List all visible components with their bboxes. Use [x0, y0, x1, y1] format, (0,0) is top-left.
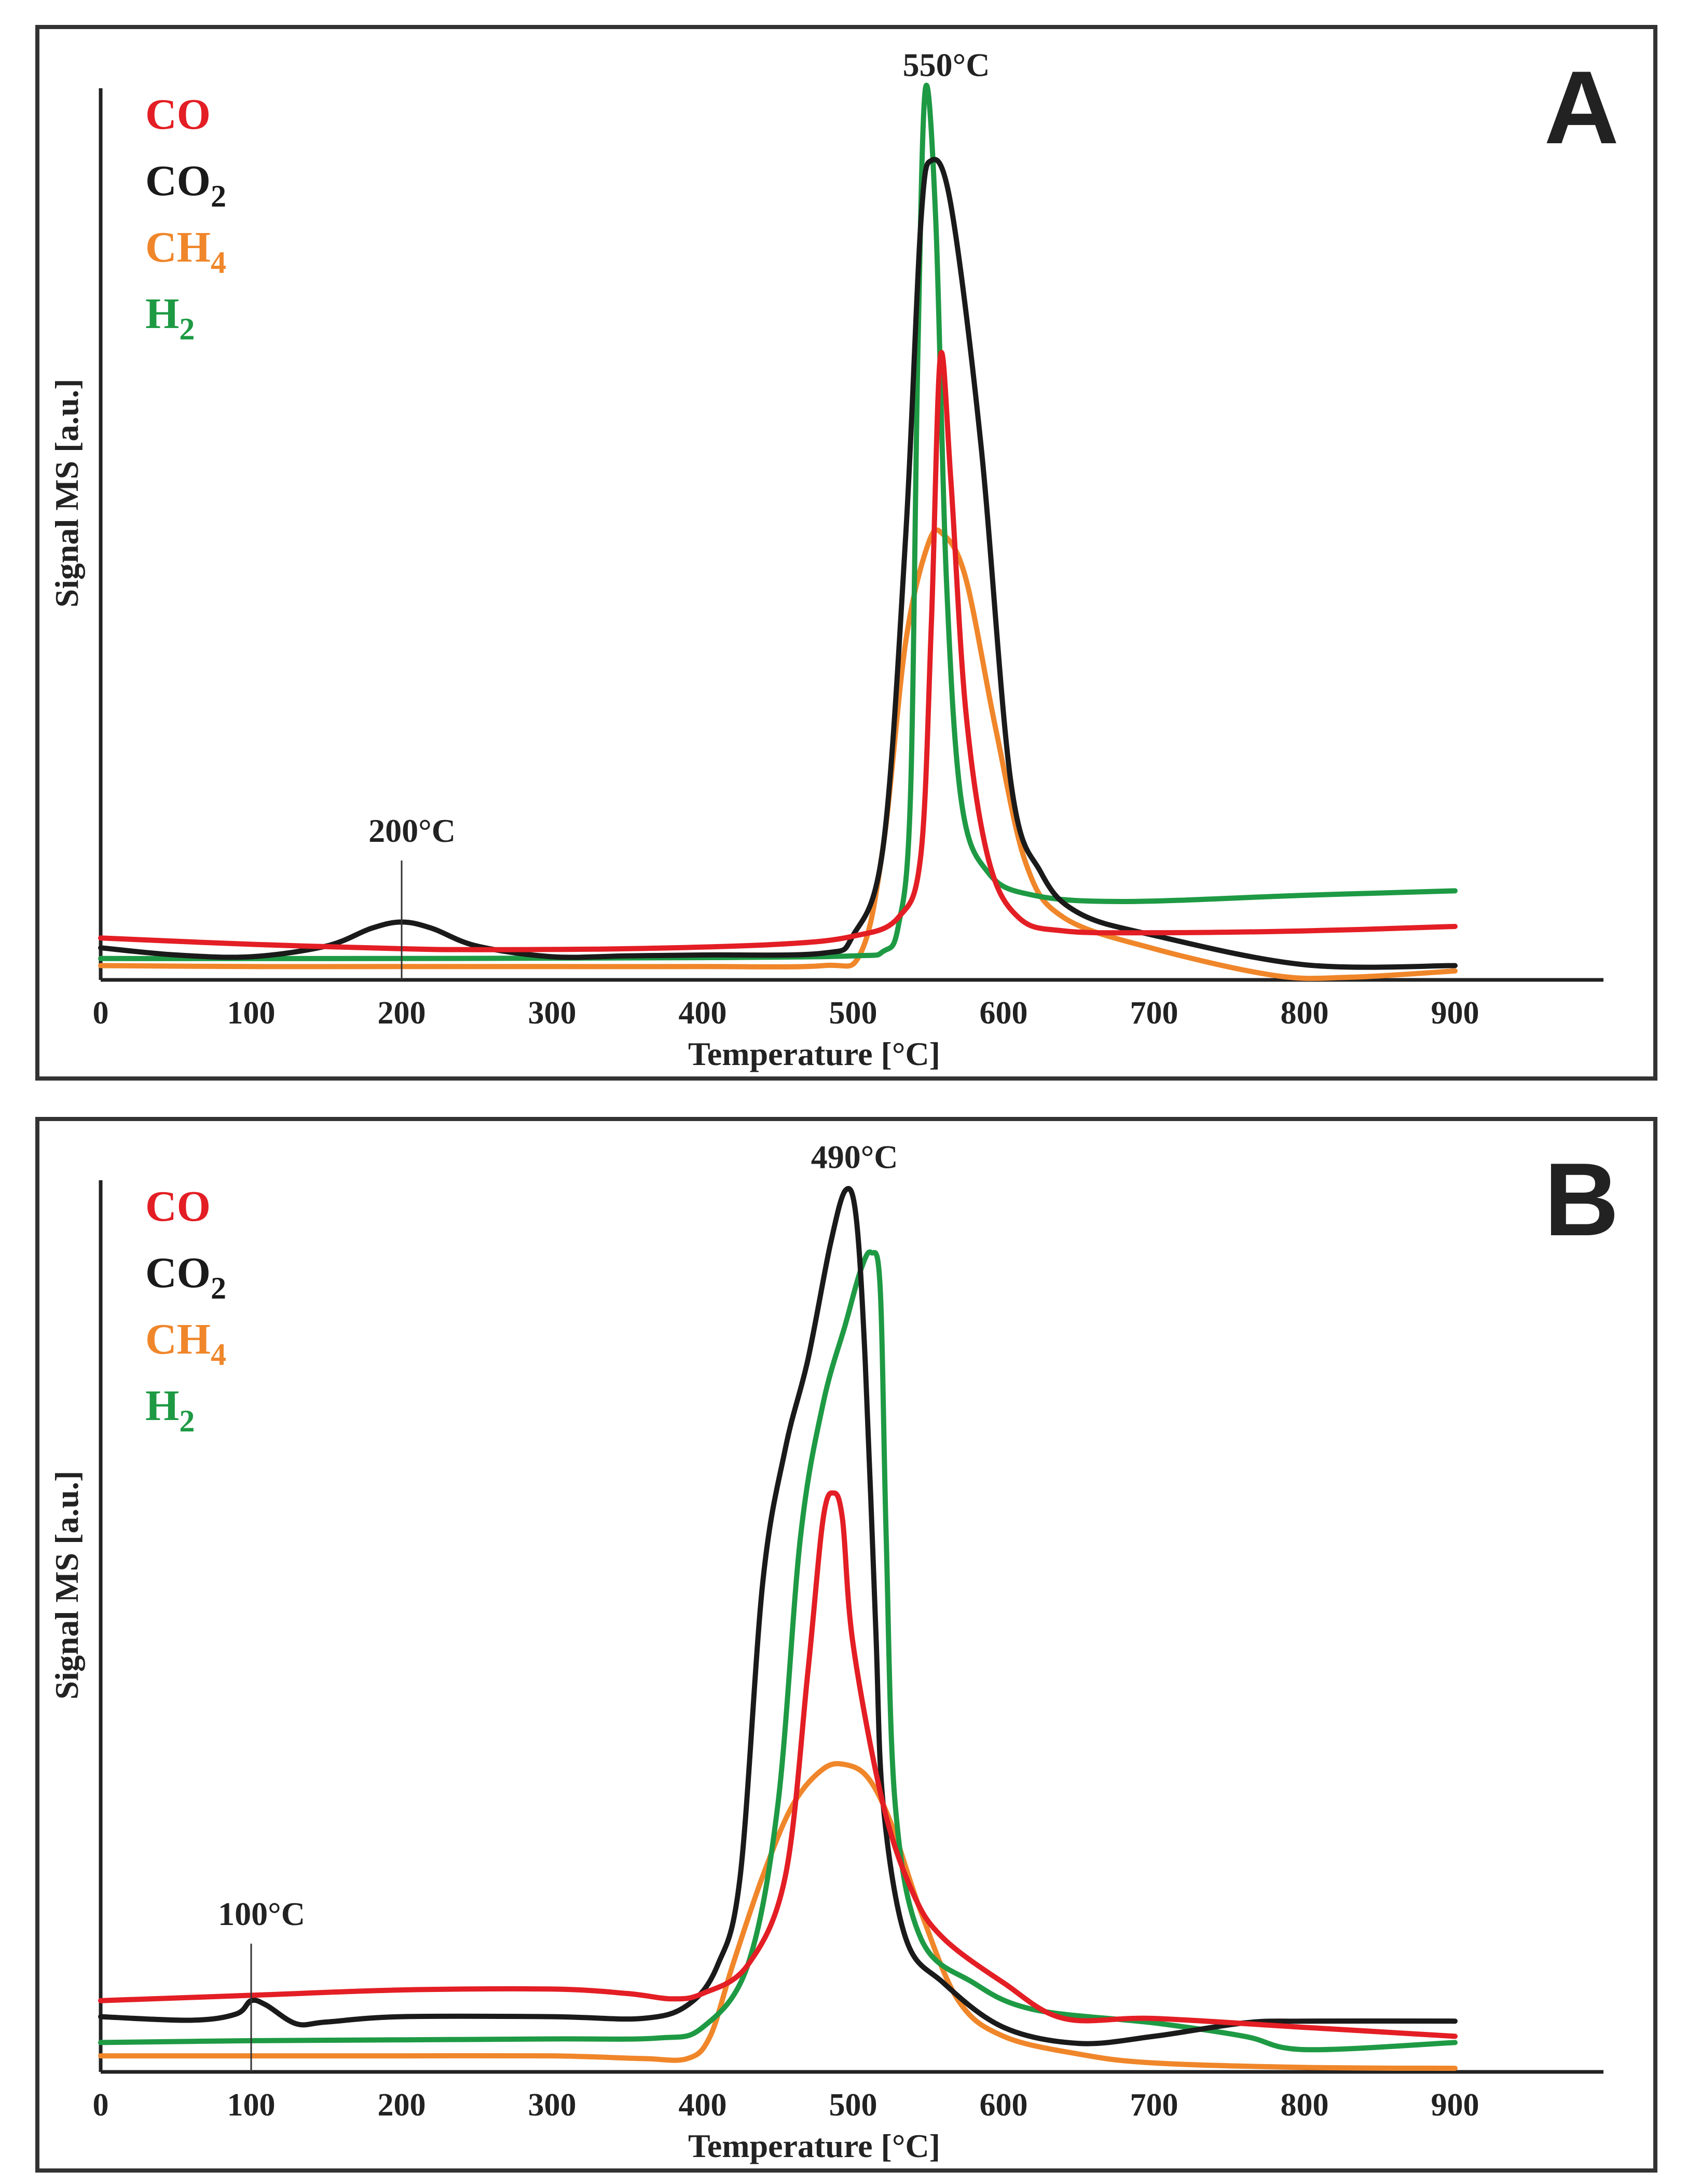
legend-entry-co2: CO2	[145, 157, 226, 213]
chart-b: 0 100 200 300 400 500 600 700 800 900 Temperature …	[35, 1117, 1657, 2173]
legend-entry-co2: CO2	[145, 1249, 226, 1305]
y-axis-label: Signal MS [a.u.]	[48, 379, 85, 608]
x-tick-label: 600	[980, 995, 1028, 1031]
x-tick-label: 100	[227, 2087, 276, 2123]
series-line-ch4	[98, 527, 1458, 981]
peak-annotation: 490°C	[811, 1138, 898, 1175]
legend-entry-h2: H2	[145, 290, 195, 346]
x-tick-label: 0	[93, 995, 109, 1031]
panel-frame	[35, 1117, 1657, 2173]
panel-letter: B	[1544, 1142, 1619, 1258]
x-tick-label: 300	[528, 2087, 577, 2123]
x-tick-label: 800	[1281, 995, 1329, 1031]
x-tick-label: 400	[679, 2087, 727, 2123]
x-tick-label: 900	[1431, 995, 1479, 1031]
peak-annotation: 200°C	[368, 812, 456, 849]
x-tick-label: 300	[528, 995, 577, 1031]
chart-a: 0 100 200 300 400 500 600 700 800 900 Temperature …	[35, 25, 1657, 1081]
x-tick-label: 800	[1281, 2087, 1329, 2123]
y-axis-label: Signal MS [a.u.]	[48, 1471, 85, 1700]
series-line-ch4	[98, 1761, 1458, 2071]
legend-entry-co: CO	[145, 1182, 211, 1231]
series-line-co2	[98, 157, 1458, 970]
panel-b: 0 100 200 300 400 500 600 700 800 900 Temperature …	[0, 1092, 1687, 2184]
legend-entry-ch4: CH4	[145, 1315, 226, 1372]
x-tick-label: 200	[378, 2087, 426, 2123]
x-tick-label: 700	[1130, 2087, 1178, 2123]
x-tick-label: 0	[93, 2087, 109, 2123]
series-line-h2	[98, 83, 1458, 961]
panel-frame	[35, 25, 1657, 1081]
series-line-co	[98, 350, 1458, 952]
series-line-co	[98, 1490, 1458, 2039]
x-tick-label: 600	[980, 2087, 1028, 2123]
x-tick-label: 700	[1130, 995, 1178, 1031]
x-tick-label: 500	[829, 995, 877, 1031]
x-axis-label: Temperature [°C]	[688, 2127, 940, 2164]
legend-entry-co: CO	[145, 90, 211, 139]
legend-entry-h2: H2	[145, 1382, 195, 1438]
legend-entry-ch4: CH4	[145, 223, 226, 280]
x-tick-label: 100	[227, 995, 276, 1031]
x-tick-label: 400	[679, 995, 727, 1031]
x-tick-label: 900	[1431, 2087, 1479, 2123]
panel-letter: A	[1544, 50, 1619, 166]
peak-annotation: 550°C	[903, 46, 990, 83]
series-line-co2	[98, 1186, 1458, 2046]
x-tick-label: 500	[829, 2087, 877, 2123]
panel-a: 0 100 200 300 400 500 600 700 800 900 Temperature …	[35, 25, 1657, 1081]
x-axis-label: Temperature [°C]	[688, 1035, 940, 1072]
peak-annotation: 100°C	[218, 1895, 305, 1932]
x-tick-label: 200	[378, 995, 426, 1031]
